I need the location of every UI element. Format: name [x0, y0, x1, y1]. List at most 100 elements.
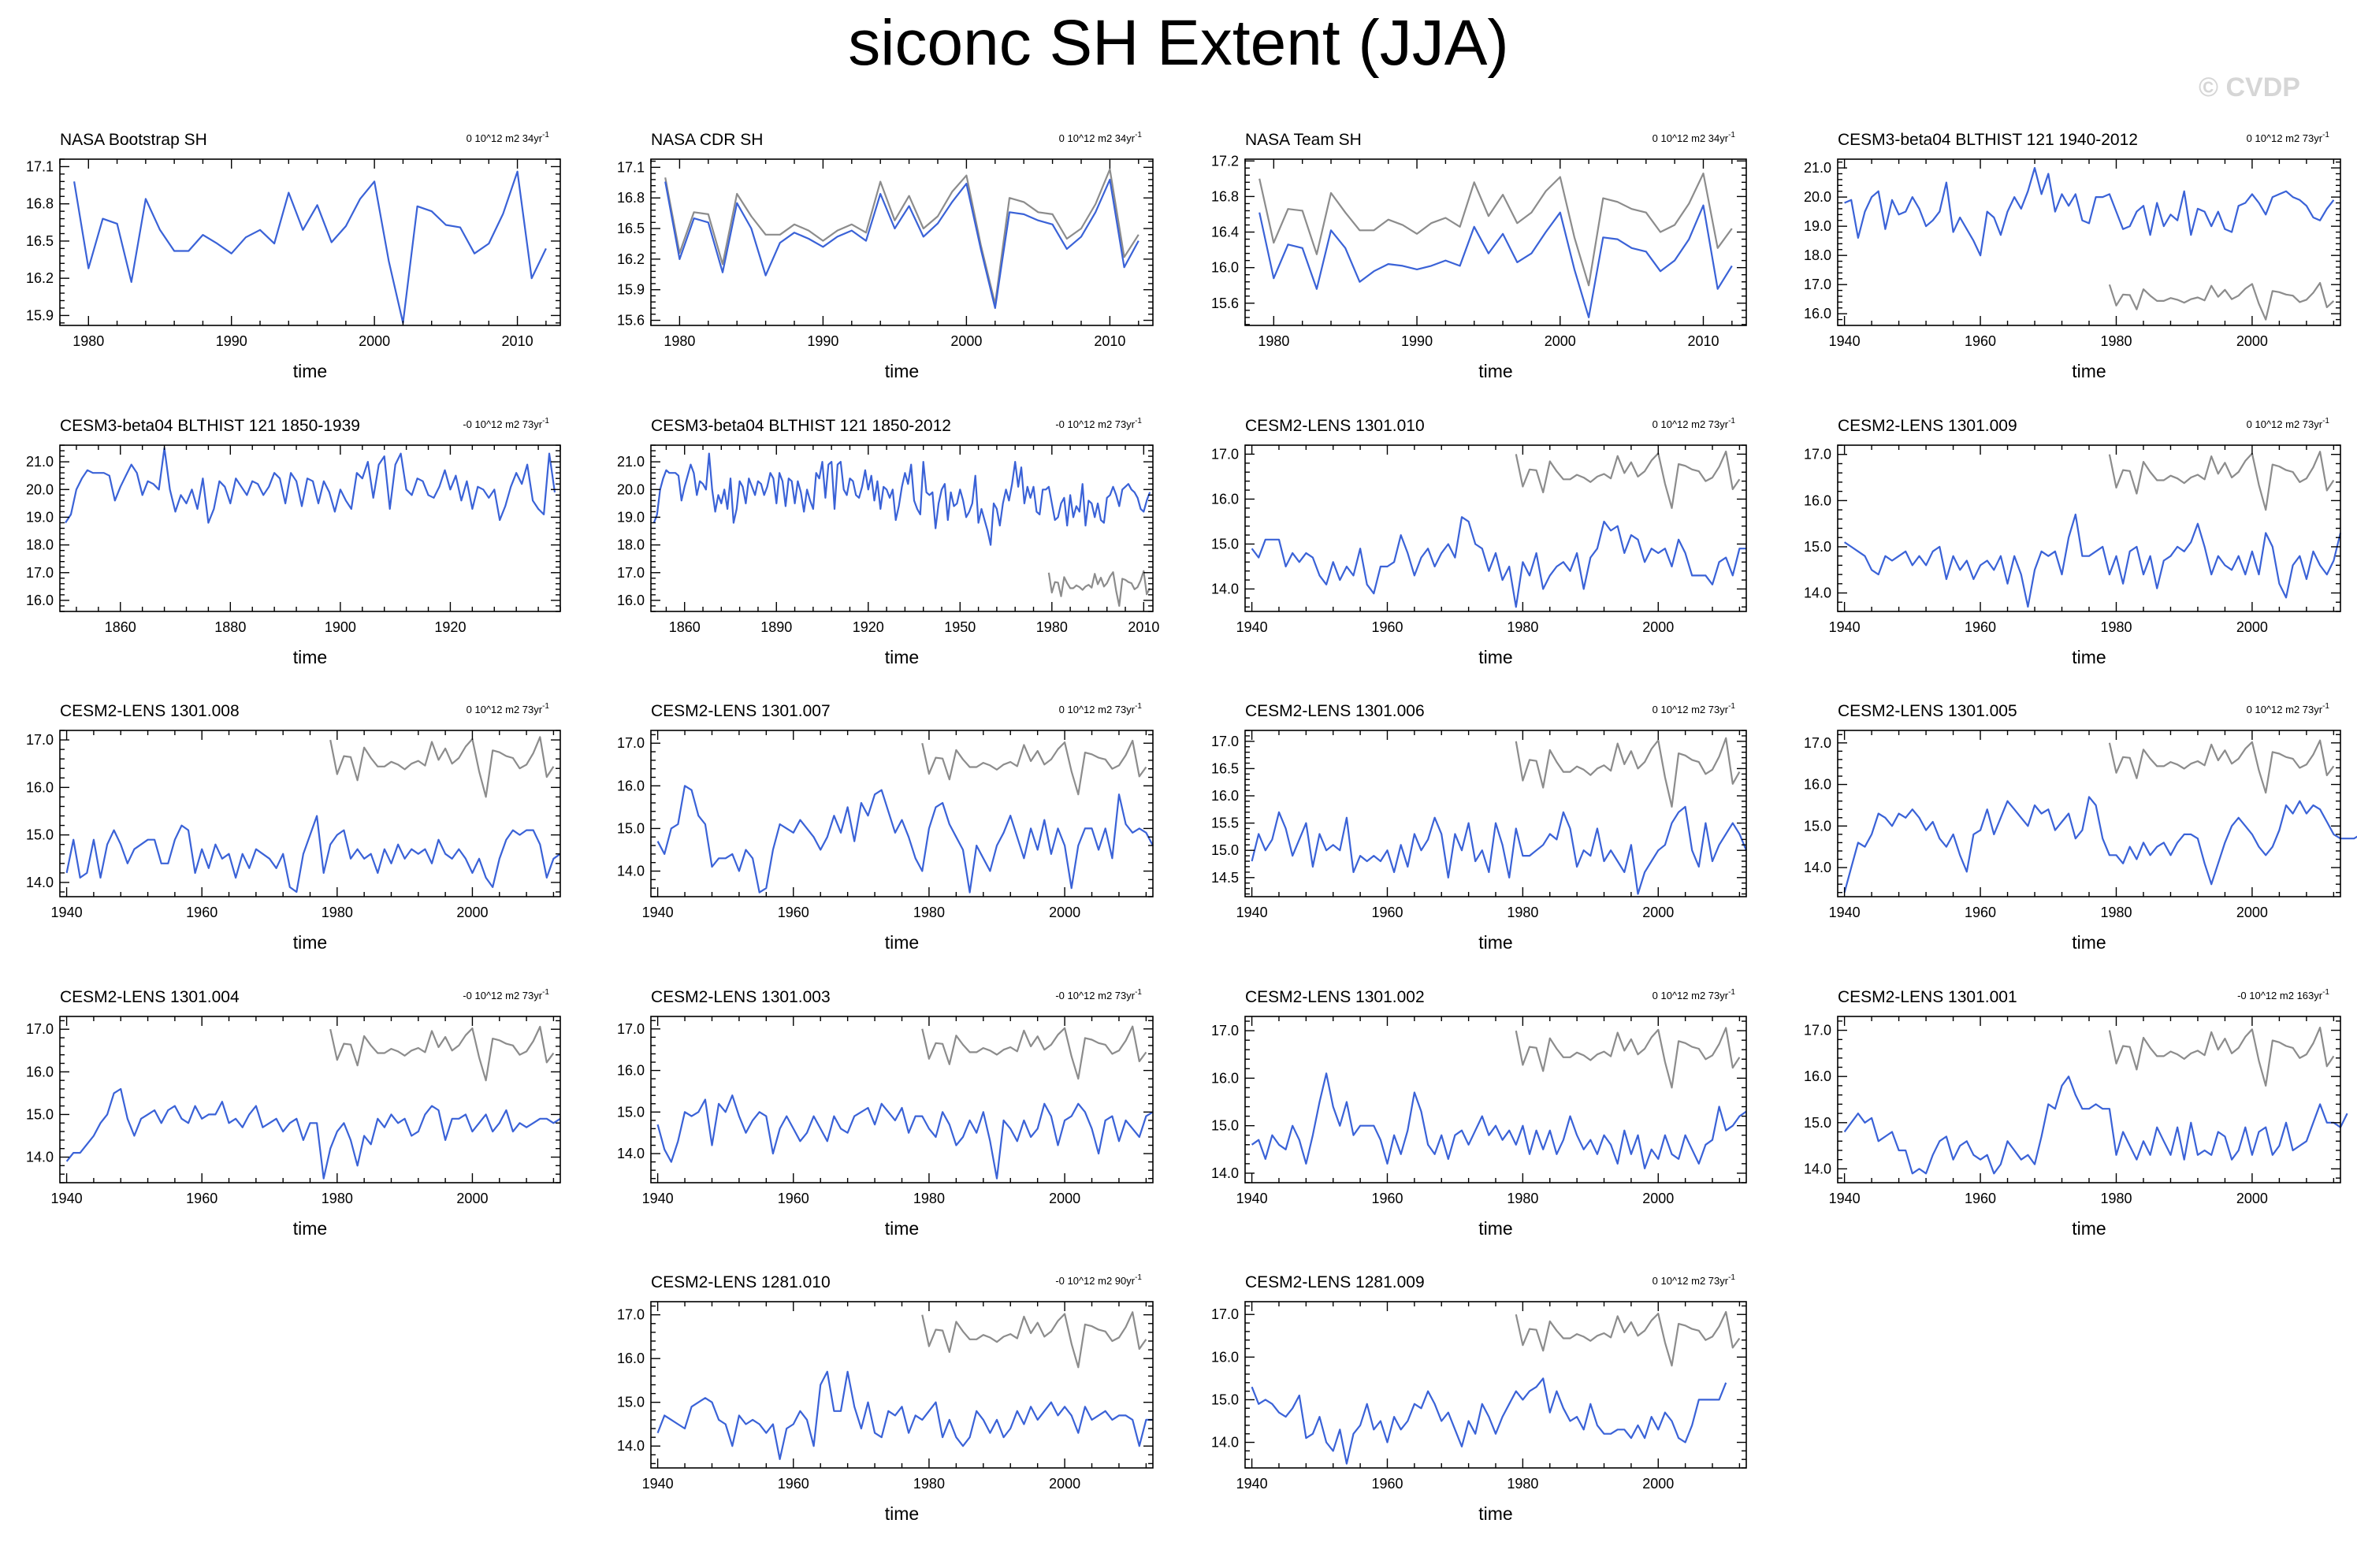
- y-tick-label: 16.2: [26, 270, 54, 286]
- model-series-line: [1251, 1072, 1747, 1170]
- x-tick-label: 1990: [807, 333, 838, 349]
- x-tick-label: 2000: [1049, 1476, 1080, 1492]
- y-tick-label: 16.0: [1211, 1070, 1239, 1086]
- x-tick-label: 2010: [502, 333, 533, 349]
- model-series-line: [656, 785, 1154, 894]
- x-axis-label: time: [885, 1218, 919, 1239]
- x-tick-label: 1980: [664, 333, 695, 349]
- obs-series-line: [2108, 281, 2335, 321]
- chart-panel: NASA CDR SH 0 10^12 m2 34yr-1 1980 1990 2000…: [617, 131, 1154, 381]
- chart-panel: CESM3-beta04 BLTHIST 121 1940-2012 0 10^1…: [1804, 131, 2341, 381]
- chart-panel: CESM2-LENS 1301.006 0 10^12 m2 73yr-1 1940…: [1211, 702, 1748, 953]
- x-tick-label: 1980: [1507, 1476, 1538, 1492]
- model-series-line: [1251, 1377, 1727, 1465]
- chart-panel: CESM3-beta04 BLTHIST 121 1850-2012 -0 10^…: [617, 417, 1159, 667]
- model-series-line: [65, 815, 561, 894]
- y-tick-label: 14.5: [1211, 870, 1239, 886]
- plot-frame: [650, 730, 1154, 897]
- y-tick-label: 21.0: [26, 454, 54, 470]
- y-tick-label: 17.0: [1804, 447, 1831, 463]
- trend-label: 0 10^12 m2 73yr-1: [1653, 1273, 1736, 1287]
- y-tick-label: 17.0: [617, 735, 645, 751]
- panel-title: NASA Team SH: [1245, 131, 1362, 149]
- chart-panel: CESM2-LENS 1281.009 0 10^12 m2 73yr-1 1940…: [1211, 1273, 1747, 1524]
- y-tick-label: 18.0: [1804, 247, 1831, 263]
- plot-frame: [1244, 158, 1747, 326]
- plot-frame: [1244, 444, 1747, 612]
- model-series-line: [1843, 796, 2357, 893]
- panel-title: CESM2-LENS 1301.007: [651, 702, 831, 720]
- chart-panel: NASA Bootstrap SH 0 10^12 m2 34yr-1 1980 19…: [26, 131, 561, 381]
- y-tick-label: 14.0: [1804, 585, 1831, 601]
- y-tick-label: 16.0: [1211, 788, 1239, 804]
- y-tick-label: 15.0: [617, 1395, 645, 1410]
- x-tick-label: 1980: [2100, 1191, 2132, 1206]
- y-tick-label: 16.0: [617, 1351, 645, 1366]
- y-tick-label: 16.0: [26, 1064, 54, 1079]
- obs-series-line: [664, 168, 1139, 305]
- obs-series-line: [1258, 173, 1733, 287]
- panel-title: CESM2-LENS 1281.010: [651, 1273, 831, 1291]
- x-tick-label: 2010: [1094, 333, 1125, 349]
- x-tick-label: 1940: [1236, 1476, 1268, 1492]
- x-tick-label: 2000: [359, 333, 390, 349]
- x-axis-label: time: [885, 1503, 919, 1524]
- plot-frame: [650, 158, 1154, 326]
- y-tick-label: 19.0: [26, 509, 54, 525]
- y-tick-label: 15.0: [26, 1106, 54, 1122]
- plot-frame: [1837, 158, 2341, 326]
- plot-frame: [650, 1301, 1154, 1469]
- y-tick-label: 21.0: [617, 454, 645, 470]
- y-tick-label: 14.0: [1211, 1165, 1239, 1181]
- panel-title: CESM2-LENS 1301.004: [60, 988, 240, 1006]
- trend-label: -0 10^12 m2 73yr-1: [463, 417, 549, 430]
- x-tick-label: 1980: [1258, 333, 1289, 349]
- x-tick-label: 1980: [2100, 619, 2132, 635]
- trend-label: -0 10^12 m2 90yr-1: [1055, 1273, 1142, 1287]
- trend-label: 0 10^12 m2 34yr-1: [1059, 131, 1143, 144]
- chart-panel: CESM2-LENS 1301.010 0 10^12 m2 73yr-1 1940…: [1211, 417, 1747, 667]
- plot-frame: [59, 1016, 561, 1183]
- trend-label: 0 10^12 m2 73yr-1: [1653, 417, 1736, 430]
- trend-label: 0 10^12 m2 34yr-1: [1653, 131, 1736, 144]
- y-tick-label: 16.0: [617, 1063, 645, 1079]
- x-axis-label: time: [293, 932, 327, 953]
- model-series-line: [65, 447, 556, 524]
- trend-label: 0 10^12 m2 73yr-1: [1653, 702, 1736, 715]
- y-tick-label: 14.0: [617, 1438, 645, 1454]
- chart-panel: CESM2-LENS 1301.009 0 10^12 m2 73yr-1 1940…: [1804, 417, 2342, 667]
- y-tick-label: 17.0: [1804, 1023, 1831, 1039]
- y-tick-label: 17.1: [617, 159, 645, 175]
- trend-label: -0 10^12 m2 73yr-1: [1055, 417, 1142, 430]
- y-tick-label: 17.0: [1211, 1023, 1239, 1039]
- x-tick-label: 1960: [778, 905, 809, 920]
- model-series-line: [1843, 513, 2342, 608]
- y-tick-label: 16.5: [617, 221, 645, 236]
- plot-frame: [59, 158, 561, 326]
- x-axis-label: time: [2072, 1218, 2106, 1239]
- x-tick-label: 1960: [1371, 619, 1403, 635]
- x-tick-label: 1990: [1401, 333, 1433, 349]
- x-axis-label: time: [2072, 932, 2106, 953]
- trend-label: -0 10^12 m2 73yr-1: [463, 988, 549, 1001]
- x-tick-label: 2000: [1642, 1191, 1674, 1206]
- y-tick-label: 16.5: [26, 233, 54, 249]
- x-axis-label: time: [885, 932, 919, 953]
- y-tick-label: 17.2: [1211, 153, 1239, 169]
- y-tick-label: 16.0: [1804, 777, 1831, 793]
- obs-series-line: [921, 1025, 1147, 1080]
- y-tick-label: 16.0: [26, 593, 54, 608]
- plot-frame: [1244, 1301, 1747, 1469]
- chart-panel: CESM2-LENS 1301.004 -0 10^12 m2 73yr-1 194…: [26, 988, 561, 1239]
- model-series-line: [664, 178, 1139, 310]
- x-tick-label: 2000: [1642, 905, 1674, 920]
- x-tick-label: 1990: [216, 333, 247, 349]
- plot-frame: [1837, 1016, 2341, 1183]
- panel-title: NASA CDR SH: [651, 131, 763, 149]
- panel-title: CESM3-beta04 BLTHIST 121 1940-2012: [1838, 131, 2138, 149]
- y-tick-label: 16.0: [1804, 492, 1831, 508]
- x-tick-label: 2000: [456, 905, 488, 920]
- x-tick-label: 1940: [1236, 619, 1268, 635]
- y-tick-label: 19.0: [617, 509, 645, 525]
